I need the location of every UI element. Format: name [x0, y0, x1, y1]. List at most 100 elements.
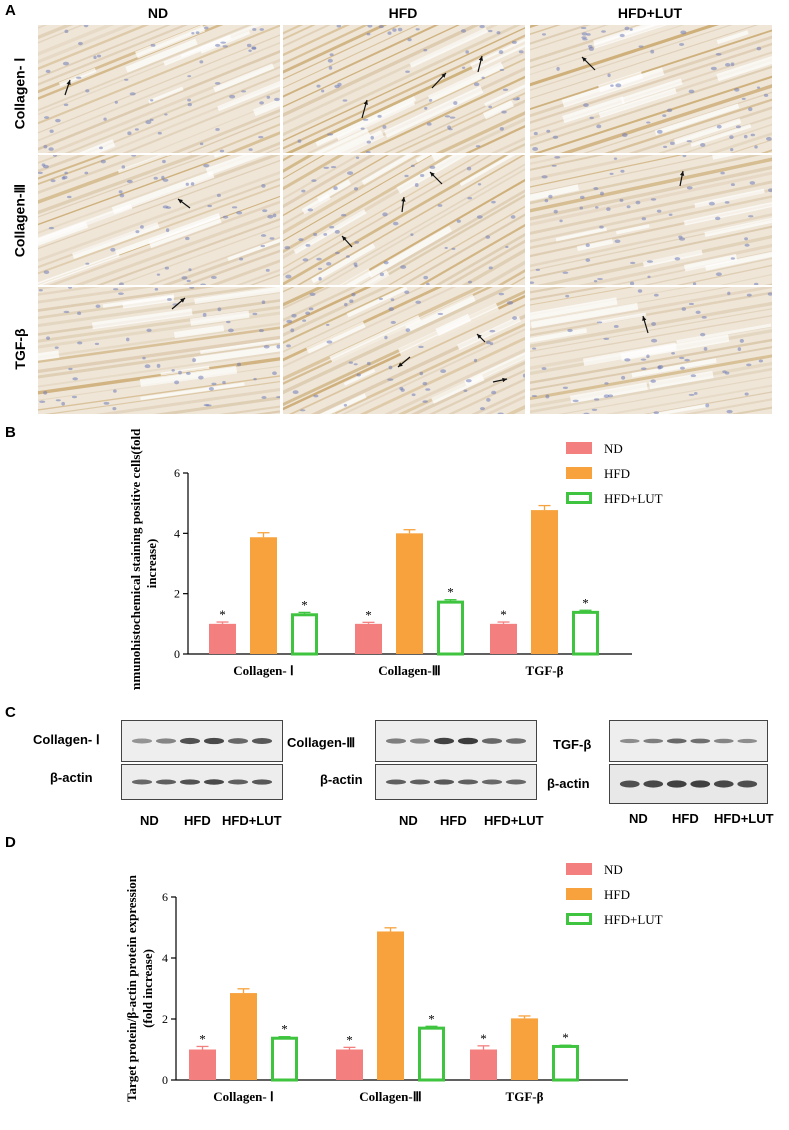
x-category-label: TGF-β	[506, 1089, 544, 1104]
blot-2-target-label: Collagen-Ⅲ	[287, 735, 356, 750]
blot-band	[619, 780, 640, 788]
column-title-hfd: HFD	[388, 5, 418, 21]
arrow-icon	[429, 171, 443, 185]
bar-hfd	[250, 537, 277, 654]
significance-marker: *	[199, 1031, 206, 1046]
bar-hfd	[377, 931, 404, 1080]
blot-band	[227, 779, 249, 785]
blot-band	[643, 738, 664, 744]
bar-nd	[336, 1049, 363, 1080]
blot-1-lane-nd: ND	[140, 813, 159, 828]
y-tick-label: 6	[162, 890, 168, 904]
blot-band	[505, 738, 527, 744]
legend-swatch	[566, 888, 592, 900]
legend-swatch	[566, 442, 592, 454]
x-category-label: Collagen- Ⅰ	[233, 663, 294, 678]
row-label-tgf-beta: TGF-β	[12, 328, 28, 370]
blot-band	[481, 738, 503, 744]
significance-marker: *	[428, 1011, 435, 1026]
bar-hfd	[531, 510, 558, 654]
blot-band	[155, 779, 177, 785]
blot-3-lane-hfd: HFD	[672, 811, 699, 826]
x-category-label: Collagen-Ⅲ	[378, 663, 440, 678]
blot-band	[619, 738, 640, 744]
micrograph-collagen-hfd	[283, 25, 525, 153]
blot-band	[409, 779, 431, 785]
arrow-icon	[492, 377, 508, 383]
legend-label: HFD	[604, 887, 630, 902]
blot-band	[433, 779, 455, 785]
row-label-collagen-3: Collagen-Ⅲ	[11, 183, 28, 258]
blot-band	[643, 780, 664, 788]
bar-nd	[189, 1049, 216, 1080]
y-tick-label: 0	[174, 647, 180, 661]
arrow-icon	[361, 99, 368, 119]
legend-label: ND	[604, 441, 623, 456]
panel-d-letter: D	[5, 834, 16, 851]
arrow-icon	[401, 196, 406, 213]
blot-band	[713, 780, 734, 788]
blot-band	[690, 738, 711, 744]
blot-band	[457, 779, 479, 785]
blot-band	[251, 737, 273, 745]
micrograph-tgf-hfdlut	[530, 287, 772, 414]
bar-nd	[490, 623, 517, 654]
chart-b-svg: 0 2 4 6 Immunohistochemical staining positiv…	[128, 428, 663, 690]
micrograph-collagen-nd	[38, 25, 280, 153]
blot-2-loading-band	[375, 764, 537, 800]
micrograph-collagen-hfdlut	[530, 155, 772, 285]
blot-1-target-band	[121, 720, 283, 762]
blot-2-target-band	[375, 720, 537, 762]
blot-band	[251, 779, 273, 785]
blot-band	[385, 738, 407, 744]
arrow-icon	[171, 297, 186, 310]
blot-band	[481, 779, 503, 785]
x-category-label: TGF-β	[526, 663, 564, 678]
micrograph-tgf-hfd	[283, 287, 525, 414]
arrow-icon	[581, 56, 596, 71]
significance-marker: *	[562, 1030, 569, 1045]
blot-2-lane-hfd: HFD	[440, 813, 467, 828]
blot-1-target-label: Collagen- Ⅰ	[33, 732, 100, 747]
bar-nd	[355, 623, 382, 654]
column-title-nd: ND	[147, 5, 169, 21]
blot-3-lane-hfd-lut: HFD+LUT	[714, 811, 774, 826]
significance-marker: *	[219, 607, 226, 622]
blot-2-lane-hfd-lut: HFD+LUT	[484, 813, 544, 828]
panel-b-letter: B	[5, 424, 16, 441]
arrow-icon	[476, 333, 486, 343]
blot-3-loading-label: β-actin	[547, 776, 590, 791]
blot-band	[713, 738, 734, 744]
y-axis-label: Immunohistochemical staining positive ce…	[128, 428, 159, 690]
blot-2-lane-nd: ND	[399, 813, 418, 828]
blot-3-lane-nd: ND	[629, 811, 648, 826]
blot-band	[737, 780, 758, 788]
micrograph-collagen-hfdlut	[530, 25, 772, 153]
legend-swatch	[566, 467, 592, 479]
micrograph-tgf-nd	[38, 287, 280, 414]
blot-2-loading-label: β-actin	[320, 772, 363, 787]
arrow-icon	[431, 72, 447, 89]
significance-marker: *	[500, 607, 507, 622]
significance-marker: *	[346, 1032, 353, 1047]
blot-band	[737, 738, 758, 744]
blot-band	[666, 780, 687, 788]
legend-swatch	[566, 863, 592, 875]
y-tick-label: 6	[174, 466, 180, 480]
bar-hfd	[396, 533, 423, 654]
arrow-icon	[397, 356, 411, 368]
bar-hfd-lut	[552, 1044, 579, 1082]
blot-band	[227, 738, 249, 744]
bar-hfd-lut	[437, 600, 464, 656]
significance-marker: *	[582, 595, 589, 610]
arrow-icon	[341, 235, 353, 248]
row-label-collagen-1: Collagen- Ⅰ	[11, 57, 28, 130]
bar-hfd-lut	[418, 1026, 445, 1082]
blot-band	[433, 737, 455, 745]
blot-band	[690, 780, 711, 788]
blot-band	[131, 779, 153, 785]
micrograph-collagen-hfd	[283, 155, 525, 285]
legend-label: HFD	[604, 466, 630, 481]
blot-1-loading-band	[121, 764, 283, 800]
blot-band	[155, 738, 177, 744]
